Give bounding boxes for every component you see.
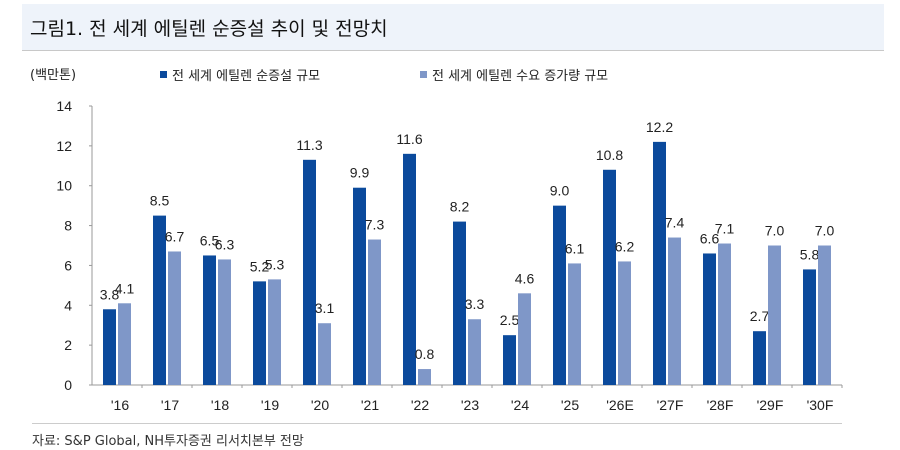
bar-capacity [253,281,266,385]
y-axis-unit: (백만톤) [30,68,77,83]
data-label: 6.6 [700,230,720,246]
data-label: 3.8 [100,286,120,302]
bar-demand [818,245,831,385]
x-tick-label: '18 [211,397,229,413]
title-band: 그림1. 전 세계 에틸렌 순증설 추이 및 전망치 [22,4,884,51]
x-tick-label: '19 [261,397,279,413]
x-tick-label: '24 [511,397,529,413]
data-label: 11.3 [296,137,322,153]
bar-demand [368,239,381,385]
legend-item-demand: 전 세계 에틸렌 수요 증가량 규모 [420,65,608,84]
bar-demand [318,323,331,385]
x-tick-label: '29F [757,397,784,413]
bar-capacity [653,141,666,385]
data-label: 6.1 [565,240,585,256]
bar-capacity [103,309,116,385]
data-label: 7.3 [365,217,385,233]
bar-demand [218,259,231,385]
data-label: 3.3 [465,296,485,312]
bar-capacity [453,221,466,385]
data-label: 8.5 [150,193,170,209]
bar-demand [768,245,781,385]
legend-swatch [160,71,167,78]
bar-capacity [603,169,616,385]
data-label: 6.2 [615,238,635,254]
data-label: 11.6 [396,131,422,147]
data-label: 7.0 [815,223,835,239]
legend-label: 전 세계 에틸렌 순증설 규모 [172,69,321,84]
x-tick-label: '28F [707,397,734,413]
legend-label: 전 세계 에틸렌 수요 증가량 규모 [432,69,609,84]
bar-capacity [803,269,816,385]
x-tick-label: '25 [561,397,579,413]
data-label: 8.2 [450,199,470,215]
data-label: 2.5 [500,312,520,328]
data-label: 6.5 [200,232,220,248]
bar-capacity [503,335,516,385]
x-tick-label: '27F [657,397,684,413]
legend-swatch [420,71,427,78]
bar-demand [668,237,681,385]
bar-demand [568,263,581,385]
data-label: 9.0 [550,183,570,199]
bar-capacity [153,215,166,385]
data-label: 5.2 [250,258,270,274]
y-tick-label: 12 [56,138,72,154]
bar-demand [168,251,181,385]
bar-capacity [403,153,416,385]
bar-capacity [753,331,766,385]
y-tick-label: 10 [56,178,72,194]
bar-demand [618,261,631,385]
bar-capacity [353,187,366,385]
data-label: 12.2 [646,119,673,135]
data-label: 7.4 [665,215,685,231]
x-tick-label: '21 [361,397,379,413]
x-tick-label: '22 [411,397,429,413]
data-label: 2.7 [750,308,770,324]
data-label: 6.7 [165,228,185,244]
bar-capacity [553,205,566,385]
x-tick-label: '23 [461,397,479,413]
x-tick-label: '26E [606,397,634,413]
x-tick-label: '16 [111,397,129,413]
x-tick-label: '20 [311,397,329,413]
bar-demand [418,369,431,385]
y-tick-label: 4 [64,297,72,313]
bar-capacity [703,253,716,385]
bar-demand [118,303,131,385]
y-tick-label: 0 [64,377,72,393]
data-label: 0.8 [415,346,435,362]
data-label: 9.9 [350,165,370,181]
bar-capacity [303,159,316,385]
data-label: 6.3 [215,236,235,252]
data-label: 7.1 [715,221,735,237]
data-label: 4.1 [115,280,135,296]
y-tick-label: 14 [56,98,72,114]
data-label: 4.6 [515,270,535,286]
bar-demand [468,319,481,385]
data-label: 5.8 [800,246,820,262]
bar-demand [718,243,731,385]
y-tick-label: 6 [64,257,72,273]
y-tick-label: 8 [64,218,72,234]
chart-title: 그림1. 전 세계 에틸렌 순증설 추이 및 전망치 [30,18,388,40]
source-note: 자료: S&P Global, NH투자증권 리서치본부 전망 [32,434,304,449]
bar-demand [268,279,281,385]
y-tick-label: 2 [64,337,72,353]
bar-demand [518,293,531,385]
bar-capacity [203,255,216,385]
legend-item-capacity: 전 세계 에틸렌 순증설 규모 [160,65,320,84]
data-label: 3.1 [315,300,335,316]
x-tick-label: '17 [161,397,179,413]
x-tick-label: '30F [807,397,834,413]
divider [32,423,842,424]
data-label: 10.8 [596,147,623,163]
data-label: 7.0 [765,223,785,239]
data-label: 5.3 [265,256,285,272]
